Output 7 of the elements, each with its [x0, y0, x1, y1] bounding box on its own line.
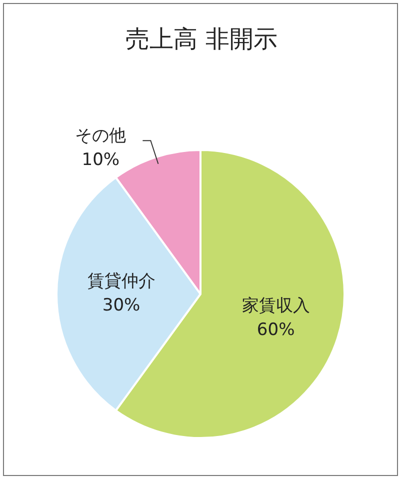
- data-label: 10%: [82, 150, 120, 170]
- chart-title: 売上高 非開示: [124, 24, 278, 54]
- slice-label: 家賃収入: [242, 296, 310, 316]
- data-label: 60%: [256, 320, 295, 340]
- data-label: 30%: [102, 295, 140, 316]
- slice-label: その他: [75, 126, 126, 146]
- slice-label: 賃貸仲介: [87, 271, 156, 292]
